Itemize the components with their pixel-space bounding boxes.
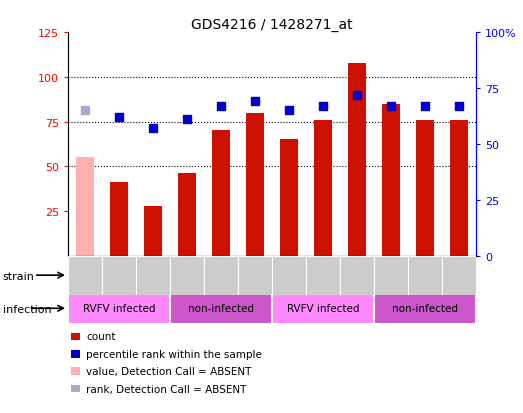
Title: GDS4216 / 1428271_at: GDS4216 / 1428271_at — [191, 18, 353, 32]
Point — [420, 103, 429, 110]
Text: MBT/Pas: MBT/Pas — [145, 269, 195, 282]
Text: rank, Detection Call = ABSENT: rank, Detection Call = ABSENT — [86, 384, 247, 394]
Text: value, Detection Call = ABSENT: value, Detection Call = ABSENT — [86, 366, 252, 376]
Bar — [238, 256, 272, 295]
Bar — [212, 131, 230, 256]
Point — [285, 108, 293, 114]
Bar — [408, 256, 442, 295]
Bar — [306, 256, 340, 295]
Point — [115, 114, 123, 121]
Point — [81, 108, 89, 114]
Bar — [144, 206, 162, 256]
Text: RVFV infected: RVFV infected — [83, 304, 155, 314]
Bar — [170, 293, 272, 324]
Point — [319, 103, 327, 110]
Text: strain: strain — [3, 271, 35, 281]
Point — [183, 117, 191, 123]
Bar — [272, 260, 476, 291]
Bar — [450, 121, 468, 256]
Text: count: count — [86, 332, 116, 342]
Bar — [68, 293, 170, 324]
Bar — [348, 63, 366, 256]
Bar — [442, 256, 476, 295]
Bar — [136, 256, 170, 295]
Bar — [68, 260, 272, 291]
Bar — [76, 158, 94, 256]
Bar — [102, 256, 136, 295]
Bar — [272, 256, 306, 295]
Bar — [246, 113, 264, 256]
Bar — [204, 256, 238, 295]
Bar — [314, 121, 332, 256]
Bar — [170, 256, 204, 295]
Text: non-infected: non-infected — [188, 304, 254, 314]
Bar — [110, 183, 128, 256]
Bar — [374, 293, 476, 324]
Text: BALB/cByJ: BALB/cByJ — [344, 269, 404, 282]
Text: non-infected: non-infected — [392, 304, 458, 314]
Text: percentile rank within the sample: percentile rank within the sample — [86, 349, 262, 359]
Point — [353, 92, 361, 99]
Bar — [382, 104, 400, 256]
Bar — [178, 174, 196, 256]
Bar — [374, 256, 408, 295]
Bar — [272, 293, 374, 324]
Point — [386, 103, 395, 110]
Text: infection: infection — [3, 304, 51, 314]
Point — [149, 126, 157, 132]
Bar — [340, 256, 374, 295]
Point — [454, 103, 463, 110]
Point — [251, 99, 259, 105]
Bar — [280, 140, 298, 256]
Bar — [68, 256, 102, 295]
Point — [217, 103, 225, 110]
Bar — [416, 121, 434, 256]
Text: RVFV infected: RVFV infected — [287, 304, 359, 314]
